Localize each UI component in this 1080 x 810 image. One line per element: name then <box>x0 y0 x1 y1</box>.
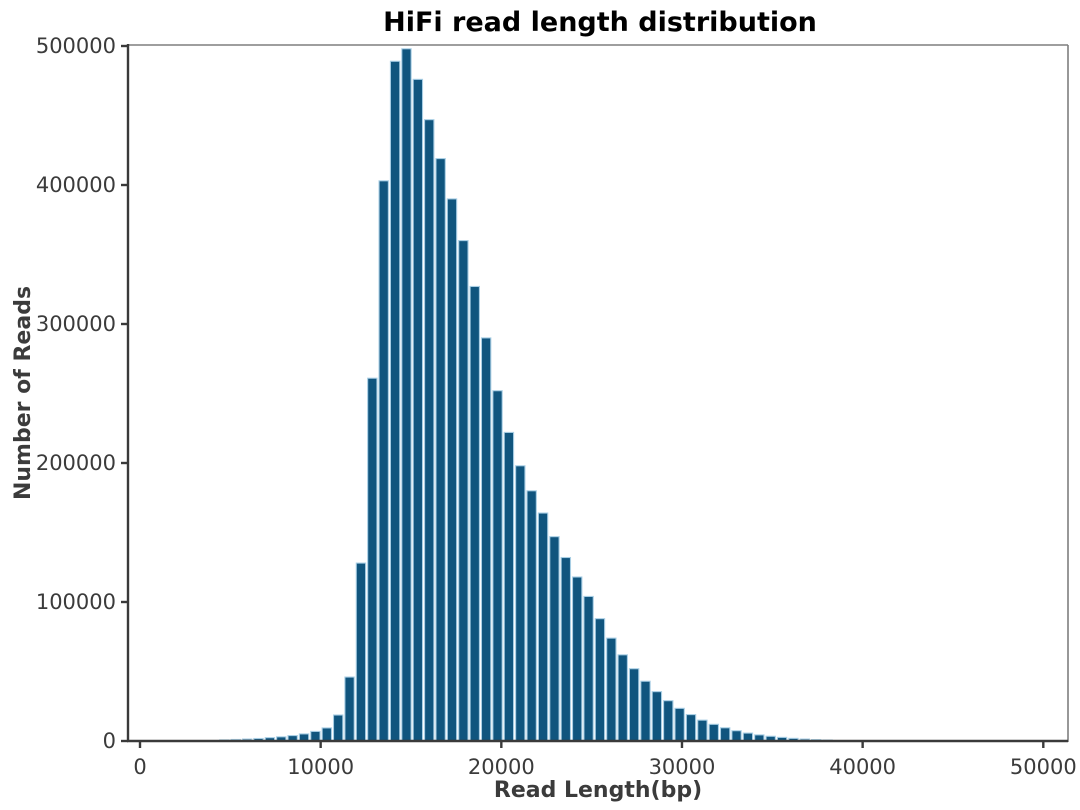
histogram-bar <box>389 60 401 742</box>
y-tick-label: 100000 <box>36 590 116 614</box>
histogram-bar <box>537 512 549 742</box>
histogram-bar <box>697 719 708 742</box>
histogram-bar <box>458 240 469 742</box>
histogram-bar <box>606 637 617 742</box>
histogram-bar <box>355 562 367 742</box>
x-tick-label: 20000 <box>468 755 535 779</box>
y-tick-label: 400000 <box>36 173 116 197</box>
x-axis-label: Read Length(bp) <box>494 778 702 803</box>
histogram-bar <box>617 654 628 742</box>
histogram-bar <box>719 727 731 742</box>
tick-labels-layer: 0 10000 20000 30000 40000 5000001000002000003… <box>36 34 1077 779</box>
histogram-bar <box>685 714 697 742</box>
axes-layer <box>121 44 1069 748</box>
y-tick-label: 0 <box>103 729 116 753</box>
histogram-bar <box>663 700 674 742</box>
histogram-bar <box>594 618 606 742</box>
histogram-bar <box>424 119 435 742</box>
histogram-bar <box>469 285 480 742</box>
bars-layer <box>219 48 833 742</box>
histogram-bar <box>549 536 560 742</box>
y-tick-label: 200000 <box>36 451 116 475</box>
histogram-bar <box>321 727 333 742</box>
histogram-bar <box>412 78 424 742</box>
histogram-bar <box>674 707 685 742</box>
y-axis-label: Number of Reads <box>11 286 36 500</box>
histogram-bar <box>332 714 344 742</box>
histogram-bar <box>367 377 378 742</box>
histogram-bar <box>571 576 583 742</box>
histogram-bar <box>344 676 355 742</box>
histogram-bar <box>731 730 742 742</box>
histogram-bar <box>503 431 515 742</box>
histogram-bar <box>492 390 503 742</box>
histogram-bar <box>708 723 719 742</box>
x-tick-label: 0 <box>133 755 146 779</box>
histogram-bar <box>628 668 640 742</box>
x-tick-label: 30000 <box>649 755 716 779</box>
histogram-bar <box>378 180 389 742</box>
histogram-bar <box>560 556 572 742</box>
histogram-bar <box>401 48 412 742</box>
histogram-bar <box>310 730 321 742</box>
histogram-bar <box>515 465 526 742</box>
histogram-bar <box>446 198 458 742</box>
y-tick-label: 300000 <box>36 312 116 336</box>
histogram-bar <box>651 691 663 742</box>
x-tick-label: 40000 <box>829 755 896 779</box>
x-tick-label: 10000 <box>287 755 354 779</box>
histogram-bar <box>480 337 492 742</box>
histogram-bar <box>640 680 651 742</box>
histogram-bar <box>435 158 446 742</box>
x-tick-label: 50000 <box>1010 755 1077 779</box>
chart-title: HiFi read length distribution <box>383 7 817 38</box>
histogram-bar <box>526 490 537 742</box>
y-tick-label: 500000 <box>36 34 116 58</box>
histogram-bar <box>583 595 594 742</box>
